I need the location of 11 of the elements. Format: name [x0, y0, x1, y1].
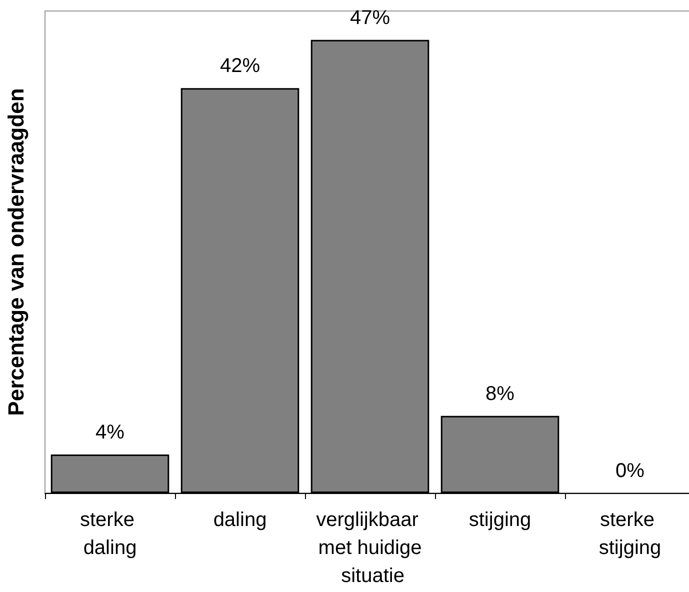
data-label: 4% — [96, 421, 125, 444]
data-label: 0% — [616, 460, 645, 482]
x-tick-label: stijging — [468, 509, 532, 531]
x-tick-label: verglijkbaar met huidige situatie — [316, 509, 424, 587]
data-label: 47% — [350, 6, 390, 29]
data-label: 42% — [220, 55, 260, 78]
y-axis-title: Percentage van ondervraagden — [4, 88, 28, 416]
x-tick-label: daling — [213, 509, 267, 531]
x-tick-label: sterke daling — [80, 509, 140, 559]
data-label: 8% — [486, 382, 515, 405]
x-tick-label: sterke stijging — [598, 509, 662, 559]
